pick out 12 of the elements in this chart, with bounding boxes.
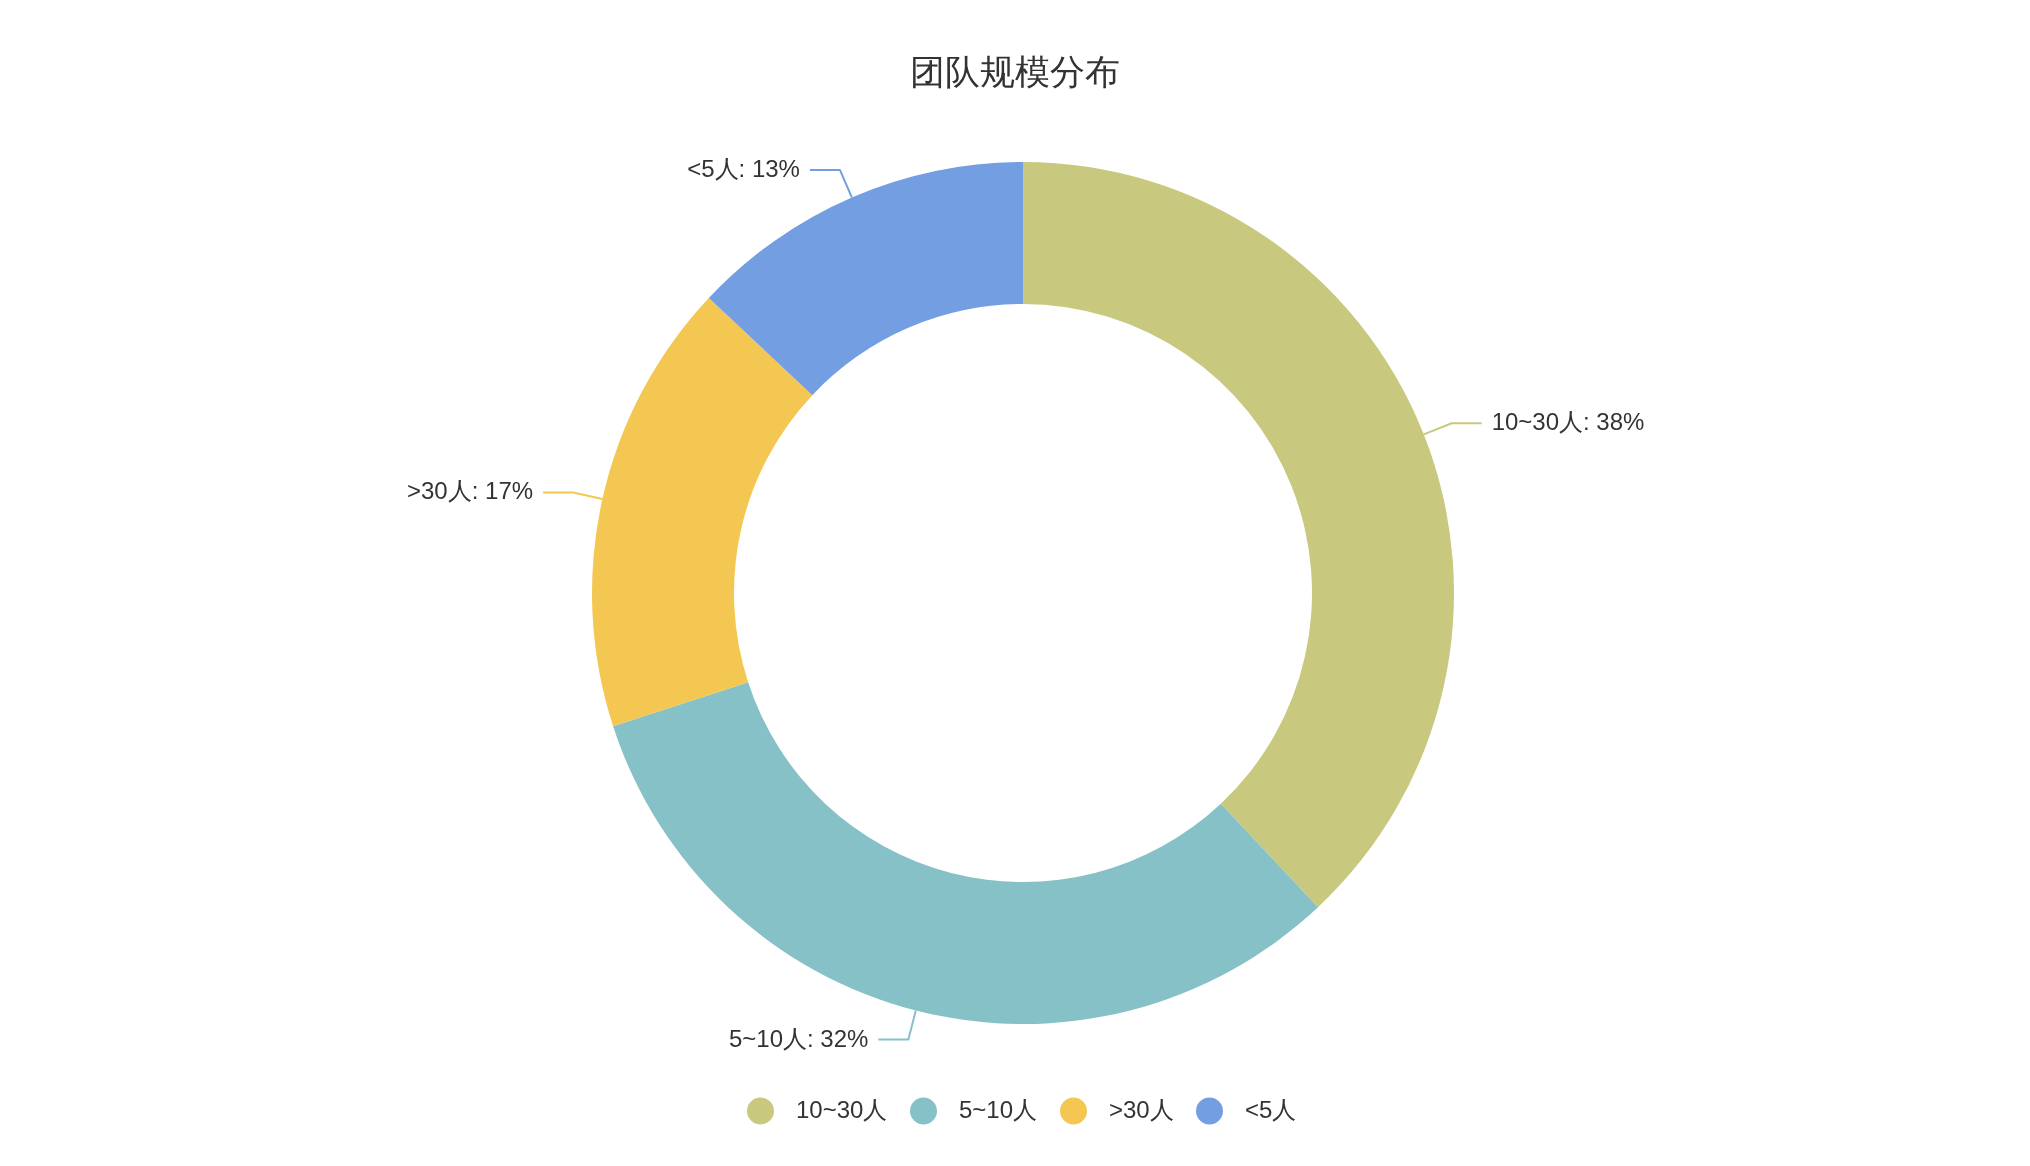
legend-label: <5人 (1245, 1096, 1297, 1123)
data-label: <5人: 13% (687, 154, 800, 182)
legend-label: >30人 (1109, 1096, 1174, 1123)
data-label: >30人: 17% (407, 477, 534, 505)
legend-label: 5~10人 (959, 1096, 1038, 1123)
data-label: 10~30人: 38% (1491, 408, 1645, 436)
donut-slice (592, 297, 813, 727)
legend-label: 10~30人 (796, 1096, 888, 1123)
chart-title: 团队规模分布 (910, 52, 1120, 91)
donut-slice (1023, 162, 1454, 908)
donut-slice (613, 682, 1319, 1024)
data-label: 5~10人: 32% (728, 1024, 869, 1052)
